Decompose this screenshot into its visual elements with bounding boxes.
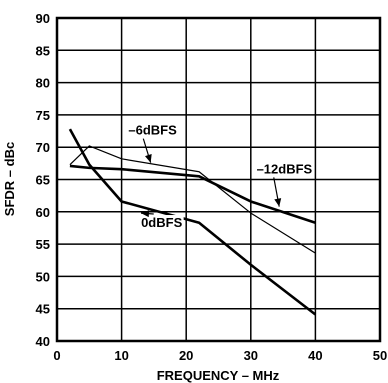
x-tick-label: 0 — [53, 348, 60, 363]
series-lines — [68, 128, 317, 316]
series-line-1 — [69, 145, 316, 254]
y-tick-label: 85 — [36, 43, 50, 58]
y-tick-labels: 40 45 50 55 60 65 70 75 80 85 90 — [36, 11, 50, 349]
y-tick-label: 40 — [36, 334, 50, 349]
series-label-bg-0 — [139, 215, 184, 231]
x-tick-label: 30 — [244, 348, 258, 363]
series-pointer-head-0 — [140, 210, 150, 218]
y-tick-label: 60 — [36, 205, 50, 220]
y-axis-label: SFDR – dBc — [2, 142, 17, 216]
y-tick-label: 90 — [36, 11, 50, 26]
y-tick-label: 65 — [36, 173, 50, 188]
series-line-0 — [68, 128, 317, 316]
series-label-bg-1 — [126, 122, 179, 138]
series-label-1: –6dBFS — [128, 123, 177, 138]
series-label-bg-2 — [254, 161, 314, 177]
y-tick-label: 75 — [36, 108, 50, 123]
series-pointer-head-1 — [144, 154, 152, 163]
x-tick-label: 40 — [308, 348, 322, 363]
y-tick-label: 70 — [36, 140, 50, 155]
y-tick-label: 55 — [36, 237, 50, 252]
y-tick-label: 80 — [36, 76, 50, 91]
x-tick-label: 50 — [373, 348, 387, 363]
x-tick-labels: 0 10 20 30 40 50 — [53, 348, 387, 363]
plot-frame — [55, 16, 382, 343]
series-pointer-head-2 — [274, 198, 282, 207]
x-tick-label: 10 — [114, 348, 128, 363]
x-axis-label: FREQUENCY – MHz — [157, 368, 280, 383]
y-tick-label: 50 — [36, 269, 50, 284]
x-tick-label: 20 — [179, 348, 193, 363]
series-label-0: 0dBFS — [141, 215, 183, 230]
series-labels: 0dBFS –6dBFS –12dBFS — [126, 122, 314, 231]
series-line-2 — [69, 164, 316, 225]
series-label-2: –12dBFS — [257, 161, 313, 176]
y-tick-label: 45 — [36, 302, 50, 317]
grid — [57, 18, 380, 341]
